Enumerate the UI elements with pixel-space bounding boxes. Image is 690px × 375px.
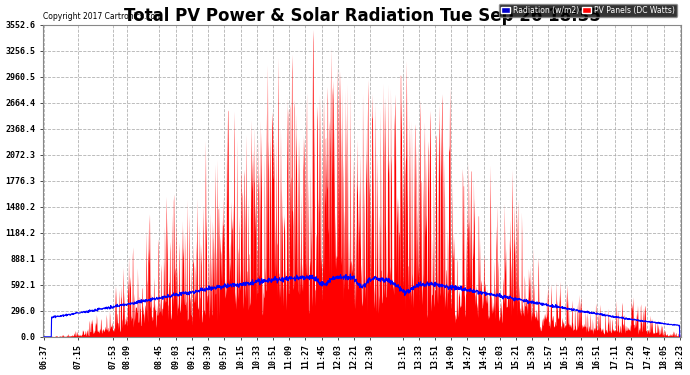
- Title: Total PV Power & Solar Radiation Tue Sep 26 18:35: Total PV Power & Solar Radiation Tue Sep…: [124, 7, 600, 25]
- Legend: Radiation (w/m2), PV Panels (DC Watts): Radiation (w/m2), PV Panels (DC Watts): [499, 4, 677, 16]
- Text: Copyright 2017 Cartronics.com: Copyright 2017 Cartronics.com: [43, 12, 163, 21]
